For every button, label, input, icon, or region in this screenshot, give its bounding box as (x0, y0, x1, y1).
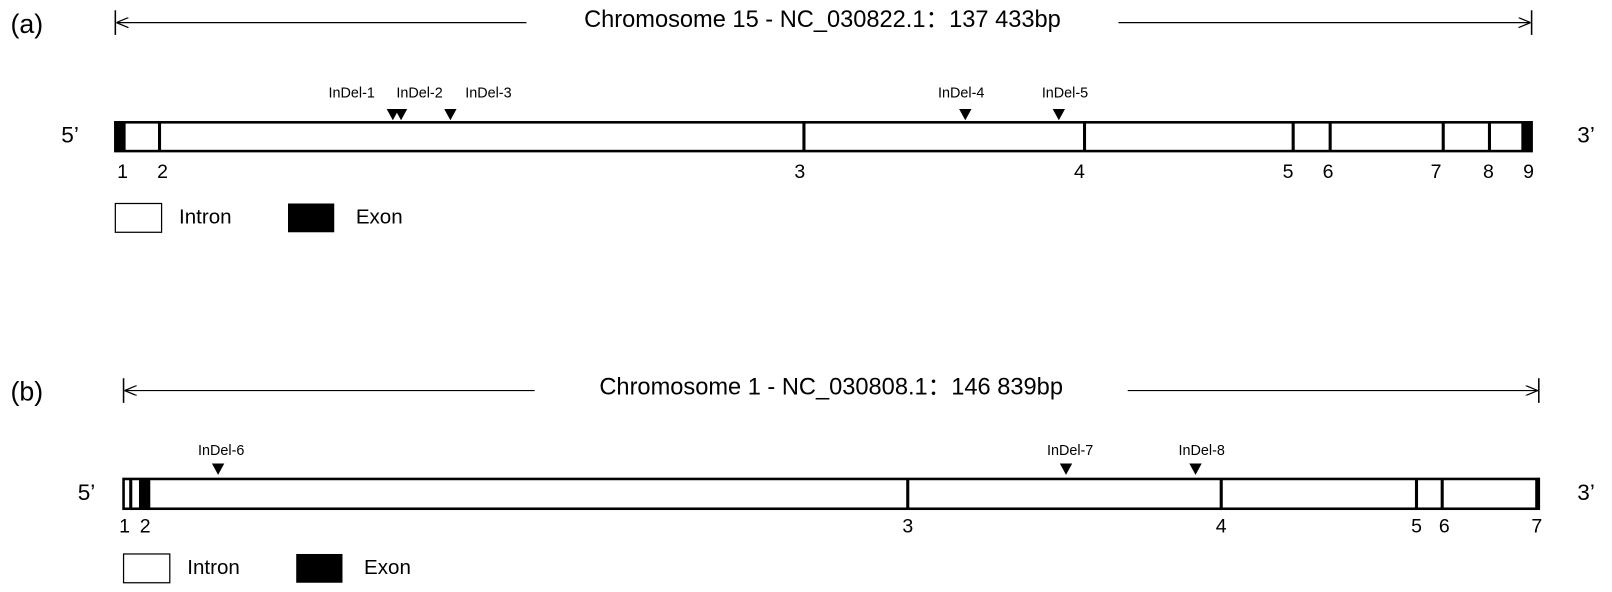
exon-number: 8 (1483, 161, 1494, 183)
indel-marker (959, 108, 972, 121)
legend-intron: Intron (179, 205, 232, 228)
exon-number: 7 (1431, 161, 1442, 183)
chromosome-title: Chromosome 1 - NC_030808.1：146 839bp (599, 375, 1063, 401)
exon-number: 4 (1074, 161, 1085, 183)
indel-label: InDel-8 (1179, 443, 1225, 459)
indel-marker (1052, 108, 1065, 121)
exon-number: 6 (1323, 161, 1334, 183)
gene-box (114, 121, 1533, 153)
indel-label: InDel-2 (396, 85, 442, 101)
legend-intron-swatch (114, 202, 163, 233)
three-prime: 3’ (1577, 123, 1595, 148)
indel-marker (1189, 463, 1202, 475)
exon-number: 3 (902, 515, 913, 537)
legend-exon-swatch (296, 553, 343, 583)
three-prime: 3’ (1577, 480, 1595, 505)
exon (138, 478, 151, 509)
exon-number: 9 (1523, 161, 1534, 183)
legend-exon: Exon (356, 205, 403, 228)
exon-number: 5 (1283, 161, 1294, 183)
legend-intron-swatch (122, 553, 171, 584)
legend-exon: Exon (364, 556, 411, 579)
exon-number: 2 (157, 161, 168, 183)
indel-marker (444, 108, 457, 121)
indel-marker (386, 108, 399, 121)
chromosome-title: Chromosome 15 - NC_030822.1：137 433bp (584, 7, 1061, 33)
exon (115, 122, 126, 152)
five-prime: 5’ (61, 123, 79, 148)
indel-marker (1059, 463, 1073, 475)
legend-intron: Intron (187, 556, 240, 579)
indel-label: InDel-7 (1047, 443, 1093, 459)
indel-label: InDel-5 (1042, 85, 1088, 101)
panel-label: (b) (11, 377, 44, 407)
exon-number: 1 (117, 161, 128, 183)
gene-box (122, 477, 1541, 511)
panel-label: (a) (11, 9, 44, 39)
indel-label: InDel-1 (329, 85, 375, 101)
exon-number: 1 (119, 515, 130, 537)
exon-number: 2 (140, 515, 151, 537)
legend-exon-swatch (288, 203, 335, 233)
exon (1521, 122, 1532, 152)
exon-number: 7 (1531, 515, 1542, 537)
indel-marker (394, 108, 408, 121)
five-prime: 5’ (78, 480, 96, 505)
indel-marker (211, 463, 225, 475)
indel-label: InDel-3 (465, 85, 511, 101)
exon-number: 3 (794, 161, 805, 183)
exon-number: 6 (1439, 515, 1450, 537)
exon-number: 4 (1216, 515, 1227, 537)
exon-number: 5 (1411, 515, 1422, 537)
indel-label: InDel-6 (198, 443, 244, 459)
indel-label: InDel-4 (938, 85, 984, 101)
